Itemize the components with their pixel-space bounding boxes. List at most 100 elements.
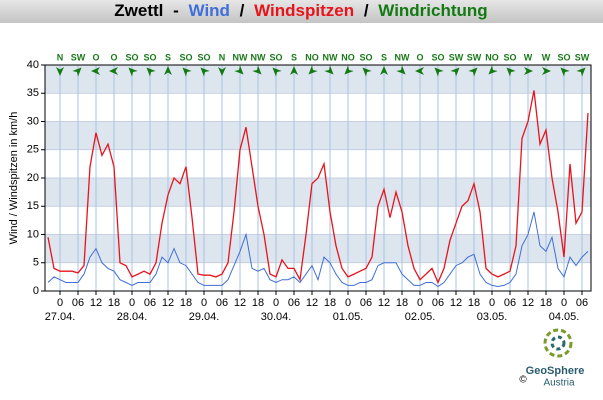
plot-frame [44,64,592,292]
direction-label: NO [305,52,319,62]
grid-band [45,121,591,150]
direction-label: SO [431,52,444,62]
x-tick-label: 12 [306,297,318,309]
direction-arrow [380,66,388,75]
direction-label: O [92,52,99,62]
logo-core [550,335,566,351]
x-tick-label: 06 [144,297,156,309]
x-tick-label: 0 [273,297,279,309]
x-tick-label: 12 [450,297,462,309]
direction-label: SO [503,52,516,62]
x-tick-label: 18 [108,297,120,309]
series-line [47,90,589,285]
date-label: 29.04. [189,311,220,323]
x-tick-label: 0 [129,297,135,309]
direction-label: SO [125,52,138,62]
title-separator: / [240,1,245,20]
y-axis-label: Wind / Windspitzen in km/h [8,112,20,245]
x-tick-label: 18 [468,297,480,309]
y-tick-label: 10 [27,228,39,240]
x-tick-label: 18 [324,297,336,309]
x-tick-label: 06 [288,297,300,309]
direction-label: SW [467,52,482,62]
direction-arrow [200,67,210,77]
x-tick-label: 0 [489,297,495,309]
direction-label: W [542,52,551,62]
grid-band [45,178,591,207]
x-tick-label: 06 [360,297,372,309]
y-tick-label: 30 [27,115,39,127]
direction-label: SO [143,52,156,62]
direction-label: SO [557,52,570,62]
direction-arrow [524,67,533,75]
y-tick-label: 5 [33,257,39,269]
direction-label: O [416,52,423,62]
x-tick-label: 18 [252,297,264,309]
direction-label: W [524,52,533,62]
direction-label: N [57,52,64,62]
copyright: © [519,375,527,386]
grid-band [45,234,591,263]
y-tick-label: 25 [27,144,39,156]
direction-arrow [415,67,424,75]
date-label: 02.05. [405,311,436,323]
title-separator: / [364,1,369,20]
date-label: 27.04. [45,311,76,323]
direction-label: NW [323,52,338,62]
direction-label: NW [395,52,410,62]
direction-label: S [165,52,171,62]
direction-arrow [542,67,551,75]
direction-arrow [56,67,64,76]
date-label: 30.04. [261,311,292,323]
x-tick-label: 0 [345,297,351,309]
x-tick-label: 12 [522,297,534,309]
direction-arrow [182,67,192,77]
direction-arrow [218,67,226,76]
direction-arrow [234,65,244,75]
direction-label: SW [575,52,590,62]
direction-label: SO [197,52,210,62]
x-tick-label: 0 [57,297,63,309]
legend-direction: Windrichtung [378,1,487,20]
date-label: 28.04. [117,311,148,323]
direction-label: NO [485,52,499,62]
direction-arrow [91,67,100,75]
y-tick-label: 35 [27,87,39,99]
direction-label: N [219,52,226,62]
direction-arrow [164,66,172,75]
chart-title: Zwettl - Wind / Windspitzen / Windrichtu… [114,1,487,20]
date-label: 01.05. [333,311,364,323]
y-tick-label: 0 [33,285,39,297]
x-tick-label: 12 [162,297,174,309]
direction-arrow [128,67,138,77]
direction-label: NW [251,52,266,62]
logo-sub: Austria [543,378,575,389]
y-tick-label: 40 [27,59,39,71]
legend-gusts: Windspitzen [254,1,354,20]
date-label: 04.05. [549,311,580,323]
legend-wind: Wind [189,1,230,20]
y-tick-label: 15 [27,200,39,212]
x-tick-label: 18 [540,297,552,309]
x-tick-label: 0 [417,297,423,309]
grid-band [45,65,591,94]
title-separator: - [173,1,179,20]
title-bar [0,0,603,23]
direction-label: SW [71,52,86,62]
x-tick-label: 06 [432,297,444,309]
x-tick-label: 0 [201,297,207,309]
direction-label: O [110,52,117,62]
direction-label: SW [449,52,464,62]
x-tick-label: 18 [180,297,192,309]
direction-arrow [290,66,298,75]
series-line [47,211,589,288]
direction-label: SO [359,52,372,62]
direction-label: NW [233,52,248,62]
direction-label: S [381,52,387,62]
x-tick-label: 12 [234,297,246,309]
x-tick-label: 06 [504,297,516,309]
x-tick-label: 0 [561,297,567,309]
title-station: Zwettl [114,1,163,20]
logo: GeoSphere Austria © [519,328,584,389]
